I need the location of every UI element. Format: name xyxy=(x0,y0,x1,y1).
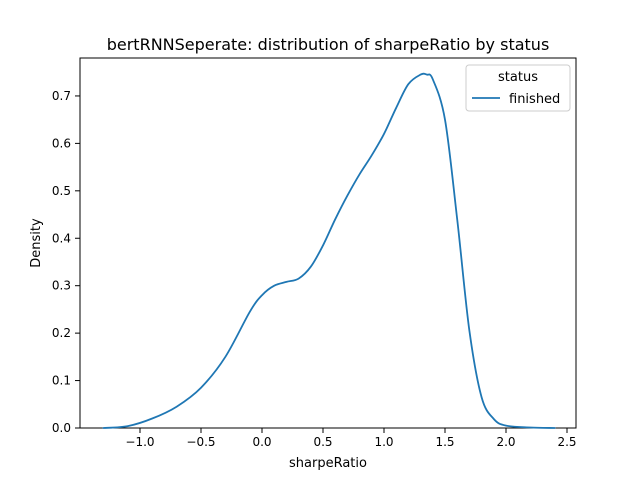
plot-frame xyxy=(79,57,577,429)
plot-area: −1.0 −0.5 0.0 0.5 1.0 1.5 2.0 2.5 0.00.10.20.30… xyxy=(52,57,577,449)
x-tick-label: 2.5 xyxy=(557,435,576,449)
legend-label-finished: finished xyxy=(509,92,560,107)
y-tick-label: 0.5 xyxy=(52,184,71,198)
x-tick-label: −1.0 xyxy=(125,435,154,449)
legend: status finished xyxy=(465,64,571,112)
legend-title: status xyxy=(498,70,538,85)
y-axis-ticks: 0.0 0.1 0.2 0.3 0.4 0.5 0.6 0.7 xyxy=(52,89,80,435)
y-tick-label: 0.6 xyxy=(52,136,71,150)
y-tick-label: 0.4 xyxy=(52,231,71,245)
x-tick-label: 0.0 xyxy=(252,435,271,449)
x-tick-label: −0.5 xyxy=(186,435,215,449)
x-tick-label: 1.0 xyxy=(374,435,393,449)
x-tick-label: 0.5 xyxy=(313,435,332,449)
chart-title: bertRNNSeperate: distribution of sharpeR… xyxy=(107,35,550,54)
x-axis-label: sharpeRatio xyxy=(289,456,367,471)
y-tick-label: 0.0 xyxy=(52,421,71,435)
x-axis-ticks: −1.0 −0.5 0.0 0.5 1.0 1.5 2.0 2.5 xyxy=(125,428,577,449)
y-tick-label: 0.7 xyxy=(52,89,71,103)
x-tick-label: 2.0 xyxy=(496,435,515,449)
y-tick-label: 0.2 xyxy=(52,326,71,340)
y-tick-label: 0.3 xyxy=(52,279,71,293)
x-tick-label: 1.5 xyxy=(435,435,454,449)
series-line-finished xyxy=(102,72,556,429)
legend-box xyxy=(465,64,571,112)
y-axis-label: Density xyxy=(29,218,44,268)
y-tick-label: 0.1 xyxy=(52,374,71,388)
